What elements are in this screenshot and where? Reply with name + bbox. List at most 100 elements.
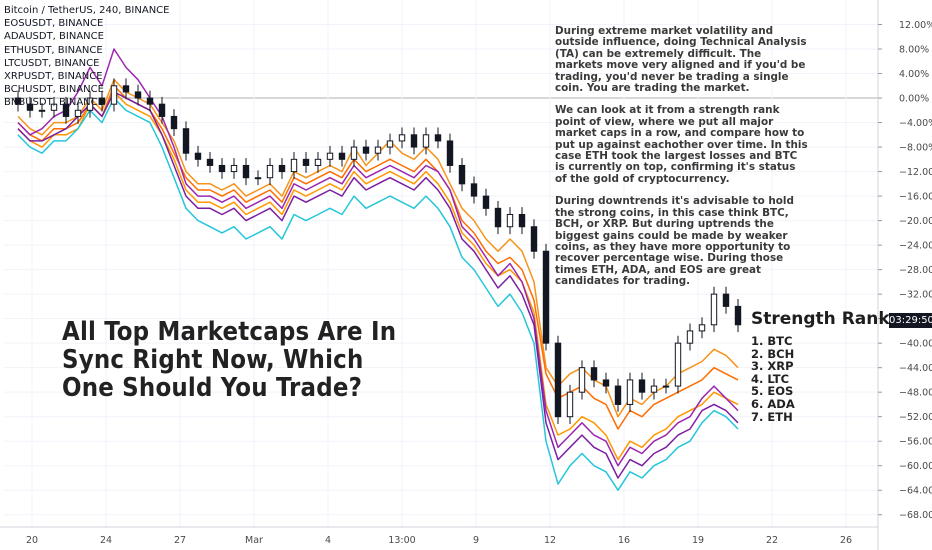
candle-body: [194, 152, 202, 160]
x-tick-label: 16: [618, 535, 630, 546]
x-tick-label: 4: [325, 535, 331, 546]
strength-rank-list: 1. BTC 2. BCH 3. XRP 4. LTC 5. EOS 6. AD…: [751, 335, 795, 423]
candle-body: [686, 330, 694, 344]
series-line-ltcusdt: [17, 91, 739, 461]
candle-body: [362, 146, 370, 154]
candle-body: [254, 177, 262, 180]
legend-line[interactable]: BCHUSDT, BINANCE: [4, 84, 104, 96]
legend-line[interactable]: ADAUSDT, BINANCE: [4, 31, 104, 43]
y-tick-label: −68.00%: [899, 510, 932, 521]
candle-body: [446, 140, 454, 166]
rank-item: 6. ADA: [751, 396, 795, 411]
annotation-paragraph: During downtrends it's advisable to hold…: [555, 195, 794, 288]
x-tick-label: 27: [174, 535, 186, 546]
candle-body: [74, 109, 82, 117]
rank-item: 7. ETH: [751, 409, 793, 424]
legend-line[interactable]: XRPUSDT, BINANCE: [4, 71, 103, 83]
candle-body: [530, 226, 538, 252]
y-tick-label: 4.00%: [899, 69, 929, 80]
candle-body: [122, 85, 130, 93]
candle-body: [38, 109, 46, 112]
candle-body: [698, 324, 706, 332]
candle-body: [290, 158, 298, 173]
x-tick-label: 26: [840, 535, 852, 546]
countdown-price-tag: 03:29:50: [889, 313, 932, 328]
x-tick-label: 13:00: [388, 535, 415, 546]
y-tick-label: 0.00%: [899, 94, 929, 105]
candle-body: [662, 385, 670, 388]
y-tick-label: −28.00%: [899, 265, 932, 276]
candle-body: [626, 379, 634, 405]
candle-body: [266, 164, 274, 179]
y-tick-label: 8.00%: [899, 45, 929, 56]
y-tick-label: −52.00%: [899, 412, 932, 423]
y-tick-label: −4.00%: [899, 118, 932, 129]
annotation-paragraph: We can look at it from a strength rank p…: [555, 104, 808, 185]
legend-line[interactable]: ETHUSDT, BINANCE: [4, 44, 103, 56]
x-tick-label: 24: [100, 535, 112, 546]
rank-item: 4. LTC: [751, 371, 790, 386]
symbol-legend: Bitcoin / TetherUS, 240, BINANCE EOSUSDT…: [4, 4, 169, 110]
x-tick-label: 19: [692, 535, 704, 546]
candle-body: [434, 134, 442, 142]
candle-body: [422, 134, 430, 148]
candle-body: [734, 305, 742, 326]
time-axis[interactable]: 20 24 27 Mar 4 13:00 9 12 16 19 22 26: [0, 526, 878, 546]
candle-body: [518, 213, 526, 228]
candle-body: [458, 164, 466, 185]
candle-body: [614, 385, 622, 405]
y-tick-label: 12.00%: [899, 20, 932, 31]
candle-body: [62, 103, 70, 117]
candle-body: [410, 134, 418, 148]
candle-body: [98, 97, 106, 105]
y-tick-label: −8.00%: [899, 143, 932, 154]
legend-line[interactable]: LTCUSDT, BINANCE: [4, 57, 100, 69]
candle-body: [230, 164, 238, 173]
y-tick-label: −32.00%: [899, 290, 932, 301]
candle-body: [602, 379, 610, 387]
candle-body: [242, 164, 250, 179]
candle-body: [590, 367, 598, 381]
candle-body: [566, 391, 574, 418]
candle-body: [110, 85, 118, 105]
y-tick-label: −12.00%: [899, 167, 932, 178]
legend-line[interactable]: EOSUSDT, BINANCE: [4, 18, 104, 30]
candle-body: [638, 379, 646, 393]
candle-body: [170, 115, 178, 130]
y-tick-label: −56.00%: [899, 437, 932, 448]
candle-body: [14, 97, 22, 105]
candle-body: [206, 158, 214, 166]
rank-item: 2. BCH: [751, 346, 795, 361]
y-tick-label: −20.00%: [899, 216, 932, 227]
x-tick-label: 20: [26, 535, 38, 546]
candle-body: [134, 91, 142, 99]
x-tick-label: Mar: [245, 535, 263, 546]
price-axis[interactable]: 12.00% 8.00% 4.00% 0.00% −4.00% −8.00% −12.00%…: [877, 0, 932, 550]
candle-body: [554, 342, 562, 418]
legend-line[interactable]: BNBUSDT, BINANCE: [4, 97, 104, 109]
grid: [4, 0, 878, 527]
candle-body: [710, 293, 718, 326]
legend-line[interactable]: Bitcoin / TetherUS, 240, BINANCE: [4, 5, 170, 16]
y-tick-label: −24.00%: [899, 241, 932, 252]
strength-rank-title: Strength Rank: [751, 309, 890, 329]
candle-body: [326, 152, 334, 160]
rank-item: 3. XRP: [751, 359, 794, 374]
y-tick-label: −60.00%: [899, 461, 932, 472]
candle-body: [722, 293, 730, 307]
y-tick-label: −16.00%: [899, 192, 932, 203]
annotation-text: During extreme market volatility and out…: [555, 25, 810, 299]
y-tick-label: −44.00%: [899, 363, 932, 374]
headline: All Top Marketcaps Are In Sync Right Now…: [62, 317, 397, 403]
candle-body: [182, 128, 190, 154]
candle-body: [398, 134, 406, 142]
candle-body: [482, 195, 490, 209]
candle-body: [302, 158, 310, 166]
x-tick-label: 22: [766, 535, 778, 546]
candle-body: [146, 97, 154, 105]
candle-body: [386, 140, 394, 148]
y-tick-label: −64.00%: [899, 486, 932, 497]
candle-body: [218, 164, 226, 173]
x-tick-label: 12: [544, 535, 556, 546]
